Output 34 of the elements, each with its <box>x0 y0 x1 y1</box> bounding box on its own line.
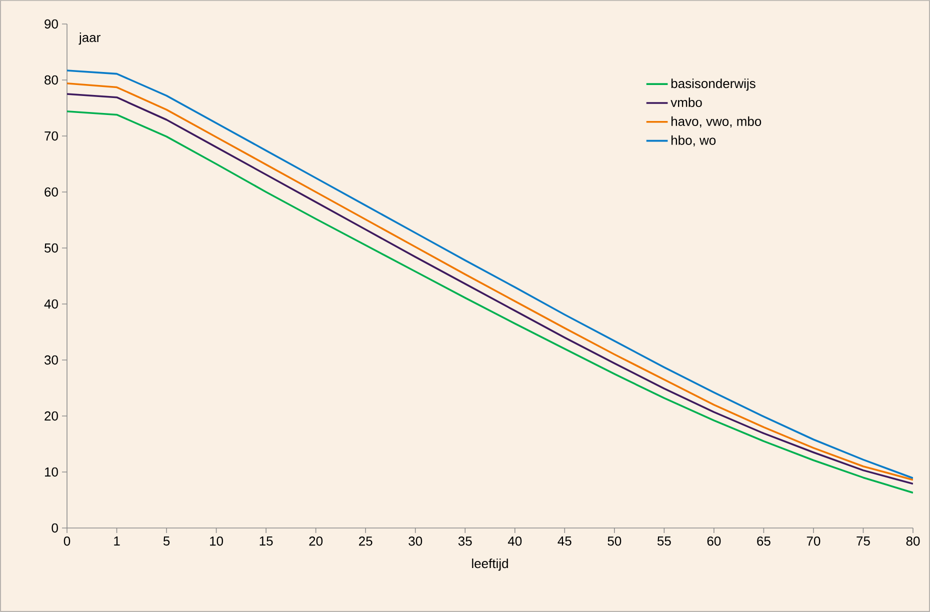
y-tick-label: 20 <box>44 411 58 421</box>
y-tick-label: 10 <box>45 467 58 477</box>
x-tick-label: 75 <box>856 536 870 546</box>
y-tick-label: 90 <box>44 19 58 29</box>
x-tick-label: 45 <box>558 536 572 546</box>
x-tick-label: 5 <box>163 536 170 546</box>
x-tick-label: 50 <box>608 536 622 546</box>
x-tick-label: 15 <box>260 536 273 546</box>
y-axis-title: jaar <box>78 32 100 45</box>
y-tick-label: 40 <box>44 299 58 309</box>
legend-label: basisonderwijs <box>671 78 756 91</box>
x-tick-label: 30 <box>408 536 422 546</box>
x-tick-label: 40 <box>508 536 522 546</box>
legend-label: havo, vwo, mbo <box>672 116 762 128</box>
x-tick-label: 20 <box>309 536 323 546</box>
x-tick-label: 65 <box>757 536 770 546</box>
x-tick-label: 55 <box>657 536 671 546</box>
y-tick-label: 70 <box>44 131 58 141</box>
x-tick-label: 70 <box>806 536 820 546</box>
y-tick-label: 60 <box>44 187 58 197</box>
x-tick-label: 0 <box>64 536 70 546</box>
x-axis-title: leeftijd <box>472 558 508 571</box>
x-tick-label: 80 <box>906 536 920 546</box>
legend-label: vmbo <box>670 98 702 108</box>
legend-label: hbo, wo <box>672 135 716 146</box>
y-tick-label: 80 <box>44 75 58 85</box>
y-tick-label: 0 <box>52 523 58 533</box>
x-tick-label: 1 <box>114 536 120 546</box>
x-tick-label: 25 <box>359 536 372 546</box>
x-tick-label: 60 <box>707 536 721 546</box>
y-tick-label: 50 <box>44 243 58 253</box>
x-tick-label: 35 <box>458 536 472 546</box>
x-tick-label: 10 <box>210 536 224 546</box>
y-tick-label: 30 <box>44 355 58 365</box>
